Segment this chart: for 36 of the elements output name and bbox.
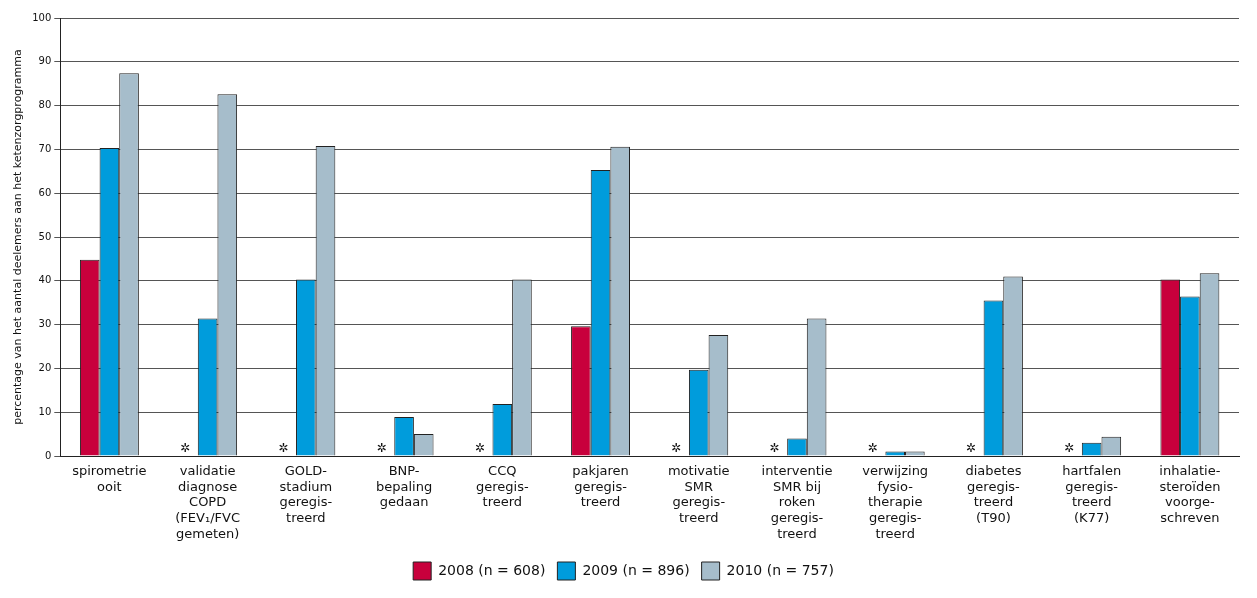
x-tick-label: CCQ geregis- treerd [475,463,529,510]
x-tick-label: diabetes geregis- treerd (T90) [965,463,1022,525]
y-tick-label: 10 [38,405,52,417]
legend-label: 2009 (n = 896) [582,561,690,578]
x-tick-label: validatie diagnose COPD (FEV₁/FVC gemeten) [175,463,240,541]
y-tick-label: 0 [44,449,52,461]
x-tick-label: spirometrie ooit [72,463,147,494]
annotation: ✲ [278,441,289,456]
x-tick-label: hartfalen geregis- treerd (K77) [1062,463,1122,525]
y-tick-label: 70 [38,142,52,154]
x-tick-label: GOLD- stadium geregis- treerd [279,463,333,525]
y-axis-title: percentage van het aantal deelemers aan het ketenzorgprogramma [11,49,25,425]
x-tick-label: motivatie SMR geregis- treerd [667,463,730,525]
y-tick-label: 90 [38,55,52,67]
x-tick-label: pakjaren geregis- treerd [572,463,629,510]
legend-label: 2008 (n = 608) [438,561,546,578]
annotation: ✲ [179,441,191,456]
annotation: ✲ [376,441,387,456]
x-tick-label: BNP- bepaling gedaan [375,463,433,510]
x-tick-label: interventie SMR bij roken geregis- treerd [761,463,833,541]
y-tick-label: 50 [38,230,52,242]
y-tick-label: 20 [38,361,52,373]
y-tick-label: 40 [38,274,52,286]
y-tick-label: 60 [38,186,52,198]
y-tick-label: 100 [32,11,52,23]
x-tick-label: inhalatie- steroïden voorge- schreven [1159,463,1221,525]
annotation: ✲ [474,441,485,456]
annotation: ✲ [671,441,682,456]
annotation: ✲ [769,441,780,456]
y-tick-label: 80 [38,99,52,111]
x-tick-label: verwijzing fysio- therapie geregis- treerd [862,463,929,541]
legend-label: 2010 (n = 757) [726,561,834,578]
annotation: ✲ [965,441,976,456]
annotation: ✲ [1063,441,1075,456]
y-tick-label: 30 [38,318,52,330]
annotation: ✲ [867,441,878,456]
